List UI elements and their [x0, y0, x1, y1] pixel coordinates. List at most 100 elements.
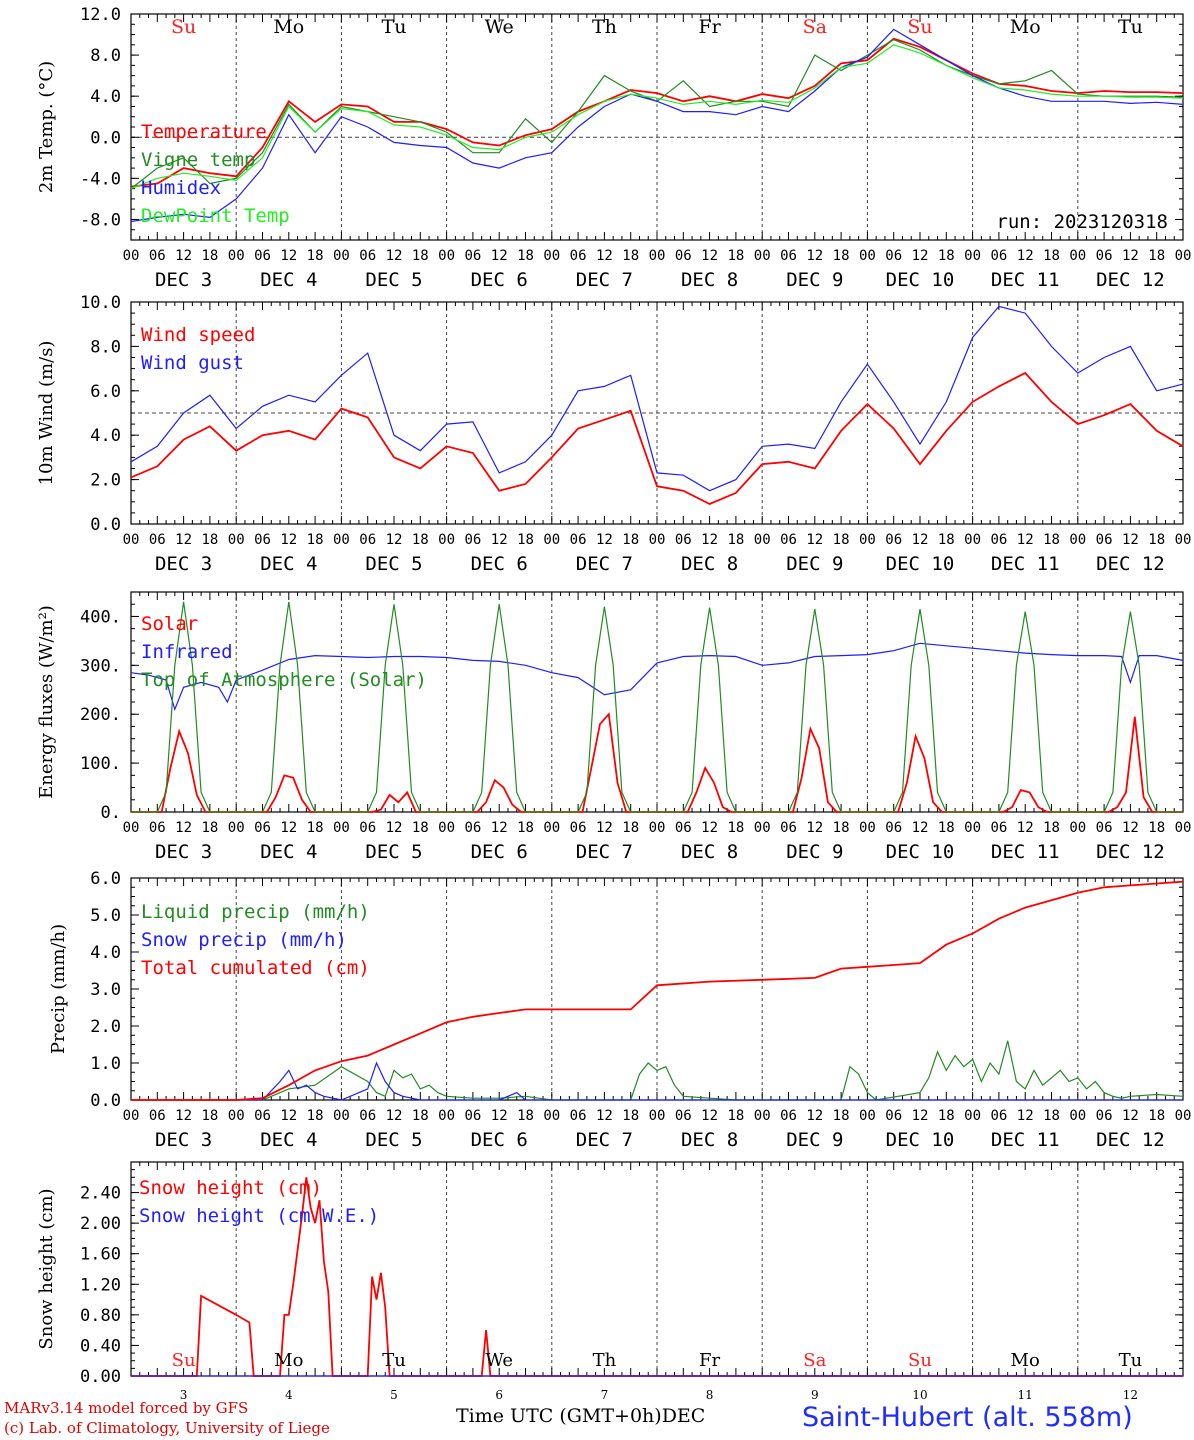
day-label: DEC 8 — [681, 269, 738, 291]
x-tick-label: 00 — [228, 532, 245, 548]
day-label: DEC 10 — [886, 553, 955, 575]
x-tick-label: 00 — [123, 1108, 140, 1124]
x-tick-label: 18 — [307, 248, 324, 264]
x-tick-label: 00 — [333, 248, 350, 264]
series-line-liquid-precip-mm-h- — [131, 1040, 1184, 1101]
series-line-total-cumulated-cm- — [131, 880, 1184, 1101]
x-tick-label: 06 — [464, 820, 481, 836]
x-tick-label: 12 — [1122, 532, 1139, 548]
x-tick-label: 00 — [964, 532, 981, 548]
x-tick-label: 00 — [228, 1108, 245, 1124]
x-tick-label: 00 — [123, 248, 140, 264]
x-tick-label: 06 — [359, 248, 376, 264]
y-tick-label: 2.0 — [90, 1017, 121, 1037]
x-tick-label: 00 — [754, 1108, 771, 1124]
day-label: DEC 3 — [155, 269, 212, 291]
x-tick-label: 18 — [727, 248, 744, 264]
y-axis-label: Precip (mm/h) — [48, 924, 69, 1054]
x-tick-label: 12 — [386, 248, 403, 264]
day-number-label: 12 — [1123, 1388, 1138, 1402]
x-tick-label: 06 — [254, 532, 271, 548]
x-tick-label: 06 — [675, 248, 692, 264]
x-tick-label: 12 — [912, 532, 929, 548]
y-tick-label: 6.0 — [90, 382, 121, 402]
day-label: DEC 7 — [576, 553, 633, 575]
series-line-temperature — [130, 37, 1184, 188]
x-tick-label: 06 — [990, 248, 1007, 264]
x-tick-label: 18 — [622, 1108, 639, 1124]
x-tick-label: 06 — [675, 532, 692, 548]
series-line-snow-precip-mm-h- — [131, 1061, 1183, 1101]
weekday-label: Su — [907, 16, 932, 38]
x-tick-label: 18 — [517, 820, 534, 836]
x-tick-label: 00 — [333, 820, 350, 836]
x-tick-label: 18 — [833, 248, 850, 264]
x-tick-label: 12 — [701, 1108, 718, 1124]
x-tick-label: 18 — [517, 532, 534, 548]
x-tick-label: 12 — [596, 248, 613, 264]
y-tick-label: 2.0 — [90, 471, 121, 491]
y-tick-label: 8.0 — [90, 46, 121, 66]
x-tick-label: 18 — [201, 820, 218, 836]
x-tick-label: 06 — [464, 248, 481, 264]
x-tick-label: 06 — [1096, 820, 1113, 836]
x-tick-label: 18 — [517, 248, 534, 264]
x-tick-label: 18 — [307, 532, 324, 548]
y-tick-label: 0.0 — [90, 1091, 121, 1111]
weekday-label: Tu — [382, 16, 407, 38]
x-tick-label: 12 — [806, 532, 823, 548]
day-label: DEC 5 — [365, 841, 422, 863]
y-tick-label: 100. — [80, 754, 121, 774]
x-tick-label: 12 — [806, 820, 823, 836]
x-tick-label: 18 — [201, 532, 218, 548]
day-label: DEC 7 — [576, 1129, 633, 1151]
x-tick-label: 00 — [754, 532, 771, 548]
x-tick-label: 00 — [859, 820, 876, 836]
day-label: DEC 4 — [260, 1129, 317, 1151]
day-label: DEC 12 — [1096, 553, 1165, 575]
series-line-humidex — [130, 28, 1184, 223]
x-tick-label: 06 — [149, 1108, 166, 1124]
y-tick-label: 0.80 — [80, 1306, 121, 1326]
x-tick-label: 06 — [570, 1108, 587, 1124]
x-tick-label: 12 — [386, 820, 403, 836]
x-tick-label: 18 — [938, 532, 955, 548]
day-label: DEC 7 — [576, 269, 633, 291]
day-label: DEC 8 — [681, 841, 738, 863]
day-label: DEC 11 — [991, 1129, 1060, 1151]
credit-line-2: (c) Lab. of Climatology, University of L… — [4, 1419, 330, 1437]
x-tick-label: 06 — [570, 820, 587, 836]
x-tick-label: 00 — [543, 1108, 560, 1124]
day-label: DEC 10 — [886, 1129, 955, 1151]
x-tick-label: 06 — [885, 248, 902, 264]
weekday-label: We — [485, 1350, 513, 1371]
legend-label: Snow height (cm W.E.) — [139, 1205, 379, 1227]
y-axis-label: 10m Wind (m/s) — [36, 341, 57, 486]
x-tick-label: 18 — [727, 1108, 744, 1124]
x-axis-title-text: Time UTC (GMT+0h) — [456, 1405, 662, 1427]
series-line-dewpoint-temp — [130, 44, 1184, 190]
x-tick-label: 12 — [491, 1108, 508, 1124]
x-tick-label: 18 — [833, 532, 850, 548]
x-tick-label: 00 — [543, 248, 560, 264]
weekday-label: Mo — [273, 16, 304, 38]
x-tick-label: 18 — [1148, 820, 1165, 836]
x-tick-label: 12 — [1017, 532, 1034, 548]
x-tick-label: 12 — [912, 248, 929, 264]
x-tick-label: 18 — [727, 532, 744, 548]
x-tick-label: 12 — [280, 1108, 297, 1124]
x-tick-label: 12 — [386, 532, 403, 548]
day-label: DEC 11 — [991, 553, 1060, 575]
x-tick-label: 00 — [649, 248, 666, 264]
weekday-label: Tu — [1118, 16, 1143, 38]
y-tick-label: 300. — [80, 656, 121, 676]
credit-line-1: MARv3.14 model forced by GFS — [4, 1399, 249, 1417]
x-tick-label: 00 — [438, 248, 455, 264]
x-tick-label: 00 — [1175, 532, 1192, 548]
x-tick-label: 12 — [280, 248, 297, 264]
series-line-wind-gust — [130, 305, 1184, 492]
x-tick-label: 00 — [543, 532, 560, 548]
x-tick-label: 00 — [754, 248, 771, 264]
x-tick-label: 06 — [1096, 1108, 1113, 1124]
